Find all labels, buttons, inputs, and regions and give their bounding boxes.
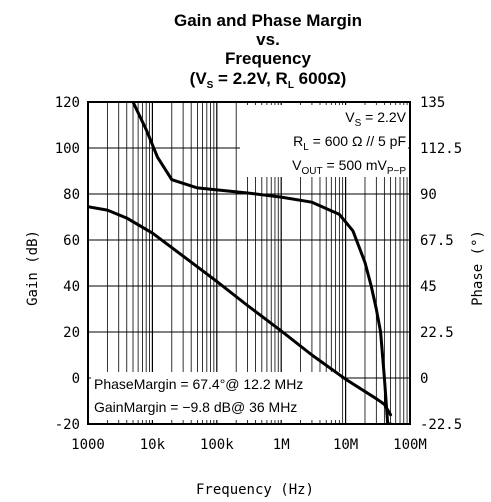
right-y-tick-label: 67.5: [420, 233, 454, 249]
left-y-tick-label: 40: [63, 279, 80, 295]
left-y-tick-label: 60: [63, 233, 80, 249]
annotation-phase-margin: PhaseMargin = 67.4°@ 12.2 MHz: [94, 376, 303, 392]
x-tick-label: 10k: [140, 437, 166, 453]
left-y-axis-label: Gain (dB): [25, 230, 41, 306]
left-y-tick-label: 0: [72, 371, 80, 387]
left-y-tick-label: 20: [63, 325, 80, 341]
series-group: [88, 102, 393, 424]
chart-title-line-2: vs.: [256, 30, 280, 49]
chart-title-line-1: Gain and Phase Margin: [174, 11, 362, 30]
chart-subtitle: (VS = 2.2V, RL 600Ω): [190, 69, 347, 91]
x-tick-label: 1M: [273, 437, 290, 453]
left-y-tick-label: 100: [55, 141, 80, 157]
x-tick-labels: 1000 10k 100k 1M 10M 100M: [71, 437, 427, 453]
left-y-tick-label: 80: [63, 187, 80, 203]
right-y-tick-label: 0: [420, 371, 428, 387]
x-tick-label: 10M: [333, 437, 358, 453]
annotation-rl: RL = 600 Ω // 5 pF: [293, 133, 406, 153]
x-tick-label: 100k: [200, 437, 234, 453]
right-y-tick-label: -22.5: [420, 417, 462, 433]
right-y-tick-label: 45: [420, 279, 437, 295]
x-tick-label: 100M: [393, 437, 427, 453]
right-y-tick-label: 135: [420, 95, 445, 111]
annotation-vout: VOUT = 500 mVP−P: [292, 157, 406, 177]
right-y-tick-label: 90: [420, 187, 437, 203]
conditions-box-bg: [240, 105, 408, 177]
chart-title-line-3: Frequency: [225, 49, 312, 68]
left-y-tick-label: 120: [55, 95, 80, 111]
right-y-axis-label: Phase (°): [470, 230, 486, 306]
right-y-tick-label: 22.5: [420, 325, 454, 341]
annotation-vs: VS = 2.2V: [345, 109, 406, 129]
left-y-tick-labels: 120 100 80 60 40 20 0 -20: [55, 95, 80, 433]
plot-frame: [87, 101, 411, 425]
margin-box-bg: [91, 372, 341, 420]
x-axis-label: Frequency (Hz): [196, 482, 314, 498]
phase-curve: [131, 102, 393, 424]
annotation-gain-margin: GainMargin = −9.8 dB@ 36 MHz: [94, 399, 297, 415]
right-y-tick-label: 112.5: [420, 141, 462, 157]
gain-curve: [88, 205, 393, 417]
right-y-tick-labels: 135 112.5 90 67.5 45 22.5 0 -22.5: [420, 95, 462, 433]
x-tick-label: 1000: [71, 437, 105, 453]
left-y-tick-label: -20: [55, 417, 80, 433]
